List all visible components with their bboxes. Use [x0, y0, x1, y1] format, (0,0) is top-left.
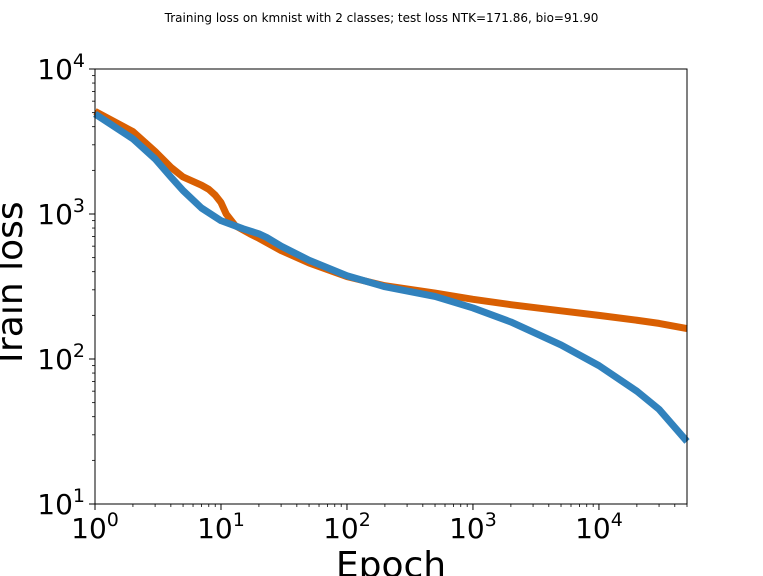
y-axis: 101 102 103 104: [37, 50, 95, 521]
y-tick-label: 102: [37, 340, 85, 376]
x-tick-label: 103: [449, 509, 497, 545]
y-tick-label: 103: [37, 195, 85, 231]
x-axis-label: Epoch: [336, 545, 446, 576]
y-tick-label: 104: [37, 50, 85, 86]
series-line-1: [93, 108, 688, 333]
x-axis: 100 101 102 103 104: [71, 504, 688, 545]
y-axis-label: Train loss: [0, 201, 31, 369]
x-tick-label: 104: [575, 509, 623, 545]
y-tick-label: 101: [37, 485, 85, 521]
x-tick-label: 100: [71, 509, 119, 545]
x-tick-label: 102: [323, 509, 371, 545]
plot-frame: [94, 68, 688, 505]
series-layer: [93, 108, 690, 444]
series-line-2: [93, 110, 690, 444]
chart-title: Training loss on kmnist with 2 classes; …: [164, 11, 599, 25]
x-tick-label: 101: [197, 509, 245, 545]
